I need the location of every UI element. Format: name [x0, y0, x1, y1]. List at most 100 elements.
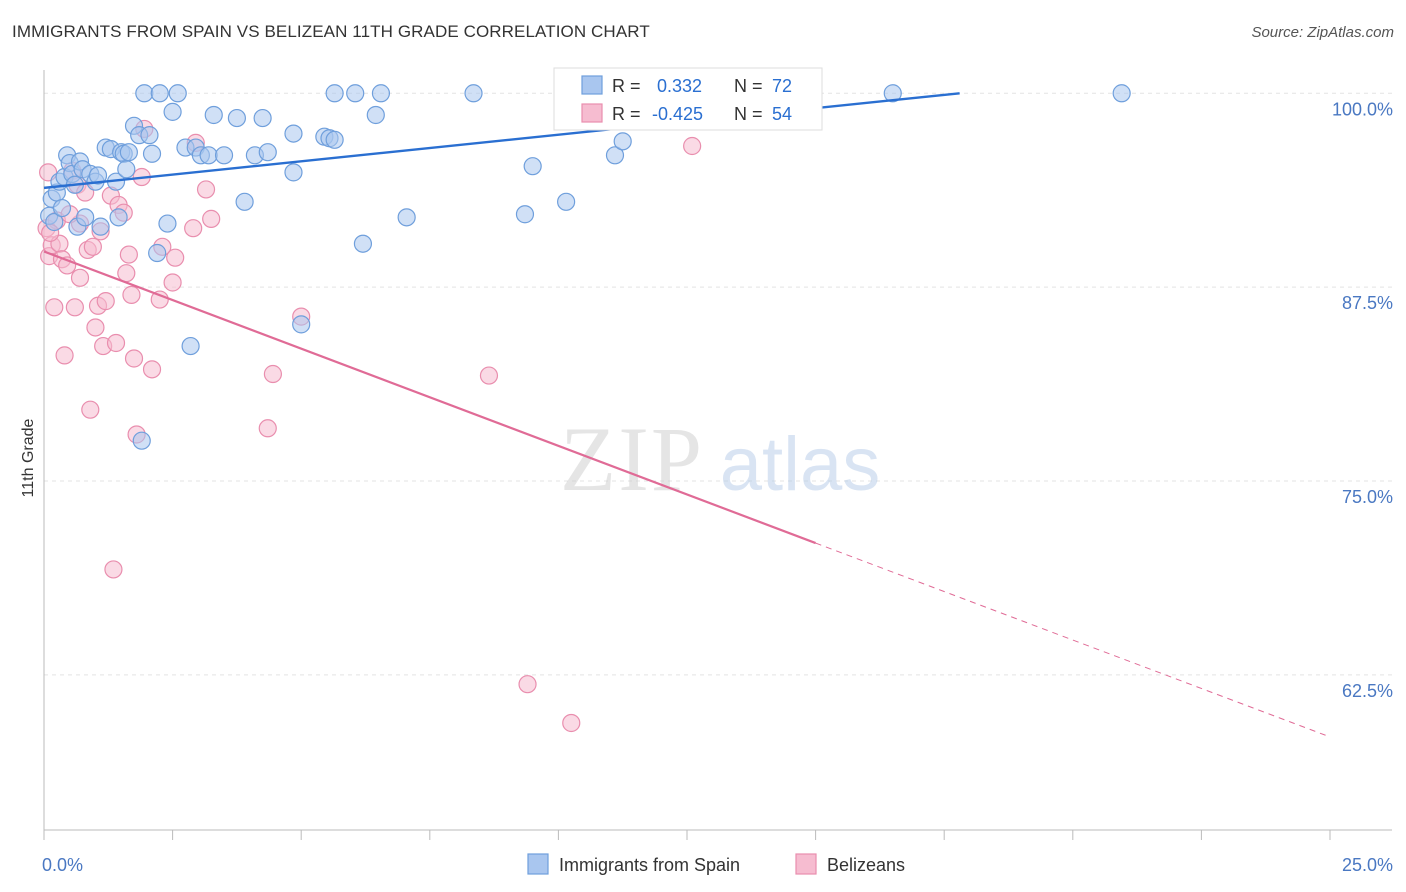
legend-swatch-blue [581, 75, 603, 95]
pink-point-27 [117, 264, 136, 283]
trend-line-pink-extension [815, 542, 1331, 738]
blue-point-46 [235, 192, 254, 211]
blue-point-31 [140, 126, 159, 145]
pink-point-3 [45, 298, 64, 317]
blue-point-44 [214, 146, 234, 165]
blue-point-22 [109, 208, 128, 227]
blue-point-17 [88, 166, 108, 185]
legend-bottom-label-blue: Immigrants from Spain [559, 855, 740, 875]
watermark-zip: ZIP [560, 408, 704, 510]
x-tick-label-1: 25.0% [1342, 855, 1393, 875]
y-axis-label: 11th Grade [20, 418, 37, 497]
pink-point-10 [65, 298, 84, 317]
pink-point-24 [106, 333, 126, 353]
pink-point-29 [122, 285, 141, 304]
axes [43, 70, 1392, 840]
legend-n-label-pink: N = [734, 104, 763, 124]
blue-point-67 [613, 132, 632, 151]
blue-point-34 [150, 84, 169, 103]
pink-point-41 [196, 180, 216, 199]
legend-n-label-blue: N = [734, 76, 763, 96]
blue-point-70 [883, 84, 902, 103]
pink-point-48 [562, 713, 581, 733]
x-tick-label-0: 0.0% [42, 855, 83, 875]
y-tick-label-3: 62.5% [1342, 681, 1393, 701]
pink-point-38 [166, 248, 185, 267]
pink-point-42 [202, 209, 221, 228]
legend-stats: R = 0.332 N = 72 R = -0.425 N = 54 [553, 67, 823, 131]
blue-point-57 [346, 84, 365, 103]
legend-series: Immigrants from Spain Belizeans [527, 853, 905, 875]
pink-point-53 [70, 268, 90, 287]
blue-point-35 [158, 214, 177, 233]
pink-point-28 [119, 245, 138, 264]
blue-point-32 [142, 144, 162, 163]
pink-point-43 [258, 419, 277, 438]
blue-point-58 [353, 234, 373, 253]
blue-point-18 [91, 217, 110, 236]
legend-swatch-pink [581, 103, 603, 123]
blue-point-43 [204, 105, 223, 125]
blue-point-2 [45, 212, 64, 232]
legend-n-value-blue: 72 [772, 76, 792, 96]
pink-point-44 [263, 364, 283, 384]
y-tick-label-1: 87.5% [1342, 293, 1393, 313]
blue-point-29 [132, 431, 151, 450]
pink-point-46 [479, 366, 499, 385]
pink-point-17 [86, 318, 105, 337]
blue-point-14 [76, 208, 95, 227]
blue-point-36 [163, 102, 182, 121]
legend-bottom-swatch-blue [527, 853, 549, 875]
blue-point-45 [227, 108, 246, 128]
pink-point-7 [55, 346, 74, 365]
blue-point-48 [253, 108, 272, 128]
blue-point-30 [135, 84, 154, 103]
pink-point-39 [184, 219, 203, 238]
chart-title: IMMIGRANTS FROM SPAIN VS BELIZEAN 11TH G… [12, 22, 650, 41]
y-tick-label-0: 100.0% [1332, 99, 1393, 119]
blue-point-64 [523, 157, 542, 176]
blue-point-52 [292, 315, 311, 334]
pink-point-15 [81, 400, 100, 419]
pink-point-37 [163, 273, 182, 292]
blue-point-59 [366, 105, 385, 125]
pink-point-21 [96, 292, 115, 311]
pink-point-47 [518, 675, 537, 694]
blue-point-39 [181, 336, 200, 356]
chart-source: Source: ZipAtlas.com [1251, 24, 1394, 41]
blue-point-62 [464, 84, 483, 103]
blue-point-55 [325, 130, 344, 149]
blue-point-61 [397, 208, 416, 227]
blue-point-26 [119, 143, 138, 162]
legend-n-value-pink: 54 [772, 104, 792, 124]
pink-point-16 [83, 237, 102, 256]
pink-point-30 [124, 349, 144, 368]
blue-point-49 [258, 143, 277, 162]
blue-point-51 [284, 163, 303, 182]
pink-point-34 [142, 360, 162, 379]
legend-r-value-blue: 0.332 [652, 76, 702, 96]
blue-point-71 [1112, 84, 1131, 103]
legend-r-value-pink: -0.425 [652, 104, 703, 124]
blue-point-56 [325, 84, 344, 103]
pink-point-23 [104, 560, 123, 579]
blue-point-50 [284, 124, 303, 143]
legend-bottom-label-pink: Belizeans [827, 855, 905, 875]
blue-point-66 [605, 146, 625, 165]
watermark-atlas: atlas [720, 422, 881, 507]
blue-point-63 [515, 205, 535, 224]
blue-point-42 [199, 146, 218, 165]
blue-point-60 [371, 84, 391, 103]
blue-point-25 [117, 160, 136, 179]
pink-point-49 [683, 136, 702, 156]
y-tick-label-2: 75.0% [1342, 487, 1393, 507]
legend-r-label-blue: R = [612, 76, 641, 96]
legend-r-label-pink: R = [612, 104, 641, 124]
tick-labels: 100.0% 87.5% 75.0% 62.5% 0.0% 25.0% [42, 99, 1393, 875]
grid-lines [44, 92, 1392, 676]
legend-bottom-swatch-pink [795, 853, 817, 875]
trend-line-pink [43, 250, 816, 545]
blue-point-65 [557, 192, 576, 211]
blue-point-5 [52, 198, 72, 218]
